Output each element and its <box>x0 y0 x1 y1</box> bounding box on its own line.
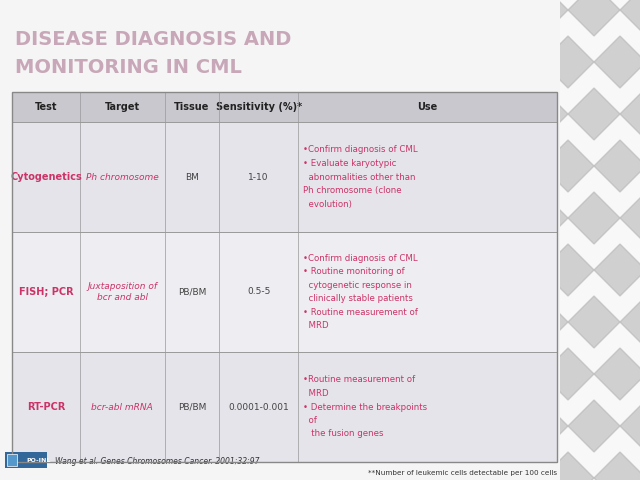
Text: PO-INL: PO-INL <box>26 457 51 463</box>
Polygon shape <box>490 244 542 296</box>
Polygon shape <box>464 400 516 452</box>
Text: evolution): evolution) <box>303 200 352 208</box>
Polygon shape <box>568 0 620 36</box>
Text: clinically stable patients: clinically stable patients <box>303 294 413 303</box>
Polygon shape <box>516 0 568 36</box>
Text: FISH; PCR: FISH; PCR <box>19 287 74 297</box>
Text: Target: Target <box>105 102 140 112</box>
Text: Ph chromosome: Ph chromosome <box>86 172 159 181</box>
Bar <box>7 454 17 466</box>
Polygon shape <box>542 36 594 88</box>
Text: MONITORING IN CML: MONITORING IN CML <box>15 58 242 77</box>
Bar <box>12 92 557 122</box>
Bar <box>12 232 557 352</box>
Polygon shape <box>464 192 516 244</box>
Polygon shape <box>490 36 542 88</box>
Text: Sensitivity (%)*: Sensitivity (%)* <box>216 102 301 112</box>
Text: **Number of leukemic cells detectable per 100 cells: **Number of leukemic cells detectable pe… <box>368 470 557 476</box>
Polygon shape <box>620 0 640 36</box>
Polygon shape <box>516 296 568 348</box>
Polygon shape <box>516 88 568 140</box>
Polygon shape <box>542 348 594 400</box>
Polygon shape <box>464 0 516 36</box>
Text: 1-10: 1-10 <box>248 172 269 181</box>
Polygon shape <box>516 400 568 452</box>
Text: •Confirm diagnosis of CML: •Confirm diagnosis of CML <box>303 145 418 155</box>
Text: of: of <box>303 416 317 425</box>
Text: cytogenetic response in: cytogenetic response in <box>303 281 412 290</box>
Polygon shape <box>594 244 640 296</box>
Text: • Evaluate karyotypic: • Evaluate karyotypic <box>303 159 397 168</box>
Polygon shape <box>568 88 620 140</box>
Text: abnormalities other than: abnormalities other than <box>303 172 415 181</box>
Polygon shape <box>620 88 640 140</box>
Text: 0.0001-0.001: 0.0001-0.001 <box>228 403 289 411</box>
Polygon shape <box>542 140 594 192</box>
Text: 0.5-5: 0.5-5 <box>247 288 270 297</box>
Polygon shape <box>464 88 516 140</box>
Polygon shape <box>568 296 620 348</box>
Text: Juxtaposition of
bcr and abl: Juxtaposition of bcr and abl <box>88 282 157 302</box>
Text: MRD: MRD <box>303 389 329 398</box>
Polygon shape <box>542 452 594 480</box>
Polygon shape <box>594 348 640 400</box>
Polygon shape <box>594 140 640 192</box>
Text: Use: Use <box>417 102 438 112</box>
Polygon shape <box>594 36 640 88</box>
Text: Cytogenetics: Cytogenetics <box>10 172 82 182</box>
Bar <box>5 452 47 468</box>
Text: Test: Test <box>35 102 58 112</box>
Polygon shape <box>490 140 542 192</box>
Text: • Routine measurement of: • Routine measurement of <box>303 308 418 317</box>
Polygon shape <box>490 348 542 400</box>
Text: DISEASE DIAGNOSIS AND: DISEASE DIAGNOSIS AND <box>15 30 291 49</box>
Polygon shape <box>620 192 640 244</box>
Polygon shape <box>568 192 620 244</box>
Bar <box>12 122 557 232</box>
Polygon shape <box>620 296 640 348</box>
Bar <box>0 0 560 480</box>
Text: the fusion genes: the fusion genes <box>303 430 383 439</box>
Text: • Routine monitoring of: • Routine monitoring of <box>303 267 404 276</box>
Text: RT-PCR: RT-PCR <box>27 402 65 412</box>
Polygon shape <box>620 400 640 452</box>
Bar <box>12 352 557 462</box>
Text: BM: BM <box>185 172 199 181</box>
Text: bcr-abl mRNA: bcr-abl mRNA <box>92 403 153 411</box>
Text: MRD: MRD <box>303 321 329 330</box>
Polygon shape <box>516 192 568 244</box>
Polygon shape <box>568 400 620 452</box>
Text: PB/BM: PB/BM <box>178 403 206 411</box>
Text: •Confirm diagnosis of CML: •Confirm diagnosis of CML <box>303 254 418 263</box>
Polygon shape <box>464 296 516 348</box>
Polygon shape <box>542 244 594 296</box>
Text: Ph chromosome (clone: Ph chromosome (clone <box>303 186 402 195</box>
Text: Wang et al. Genes Chromosomes Cancer. 2001;32:97: Wang et al. Genes Chromosomes Cancer. 20… <box>55 457 259 467</box>
Text: PB/BM: PB/BM <box>178 288 206 297</box>
Polygon shape <box>594 452 640 480</box>
Text: Tissue: Tissue <box>174 102 209 112</box>
Polygon shape <box>490 452 542 480</box>
Bar <box>12 92 557 462</box>
Text: •Routine measurement of: •Routine measurement of <box>303 375 415 384</box>
Text: • Determine the breakpoints: • Determine the breakpoints <box>303 403 428 411</box>
